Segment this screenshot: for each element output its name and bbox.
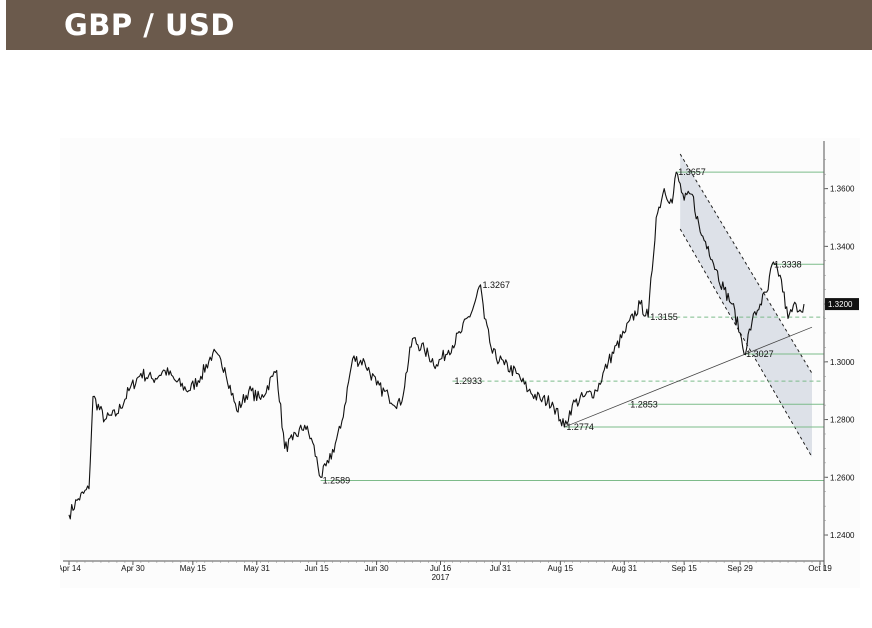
annotation-1.2774: 1.2774: [566, 422, 594, 432]
x-tick-label-Aug 31: Aug 31: [612, 564, 638, 573]
y-tick-label-1.2800: 1.2800: [830, 416, 855, 425]
x-tick-label-Sep 29: Sep 29: [727, 564, 753, 573]
annotation-1.2933: 1.2933: [454, 376, 482, 386]
price-line: [68, 171, 805, 520]
year-label: 2017: [432, 573, 450, 582]
x-tick-label-Jun 30: Jun 30: [365, 564, 390, 573]
annotation-1.3027: 1.3027: [746, 349, 774, 359]
last-price-label: 1.3200: [828, 300, 853, 309]
header-banner: GBP / USD: [6, 0, 872, 50]
annotation-1.2589: 1.2589: [323, 475, 351, 485]
y-tick-label-1.3400: 1.3400: [830, 242, 855, 251]
channel-lower-line: [679, 228, 813, 458]
x-tick-label-Sep 15: Sep 15: [672, 564, 698, 573]
y-tick-label-1.3600: 1.3600: [830, 185, 855, 194]
y-tick-label-1.2600: 1.2600: [830, 473, 855, 482]
x-tick-label-Apr 14: Apr 14: [60, 564, 81, 573]
channel-area: [680, 154, 812, 458]
x-tick-label-Aug 15: Aug 15: [548, 564, 574, 573]
x-tick-label-Jul 31: Jul 31: [490, 564, 512, 573]
x-tick-label-May 31: May 31: [244, 564, 271, 573]
last-price-badge: [825, 298, 859, 311]
trend-line: [564, 326, 813, 428]
x-tick-label-Jun 15: Jun 15: [305, 564, 330, 573]
annotation-1.3155: 1.3155: [650, 312, 678, 322]
annotation-1.3338: 1.3338: [774, 259, 802, 269]
x-tick-label-Apr 30: Apr 30: [121, 564, 145, 573]
page-title: GBP / USD: [64, 8, 235, 42]
annotation-1.2853: 1.2853: [630, 399, 658, 409]
channel-upper-line: [679, 153, 813, 374]
y-tick-label-1.3000: 1.3000: [830, 358, 855, 367]
x-tick-label-Oct 19: Oct 19: [808, 564, 832, 573]
annotation-1.3657: 1.3657: [678, 167, 706, 177]
chart-area: 1.3657 1.3338 1.3267 1.3155 1.3027 1.2933 1.28…: [57, 138, 860, 588]
x-tick-label-Jul 16: Jul 16: [430, 564, 452, 573]
gbp-usd-chart: 1.3657 1.3338 1.3267 1.3155 1.3027 1.2933 1.28…: [57, 141, 859, 582]
y-tick-label-1.2400: 1.2400: [830, 531, 855, 540]
annotation-1.3267: 1.3267: [482, 280, 510, 290]
x-tick-label-May 15: May 15: [180, 564, 207, 573]
